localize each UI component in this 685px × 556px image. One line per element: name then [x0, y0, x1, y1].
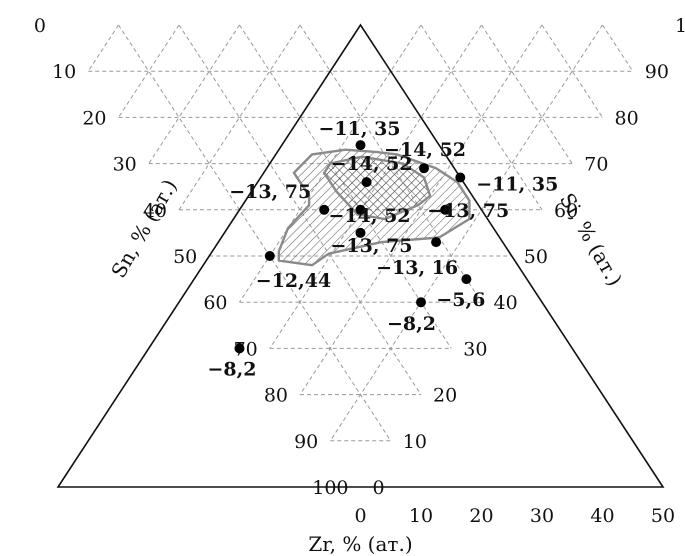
data-point-label: −14, 52 — [329, 205, 411, 227]
data-point-label: −5,6 — [436, 289, 485, 311]
data-point — [431, 237, 442, 248]
data-point-label: −11, 35 — [476, 174, 558, 196]
data-point — [455, 172, 466, 183]
right-axis-label: Si, % (ат.) — [555, 189, 627, 290]
right-tick-label: 70 — [584, 154, 608, 176]
right-tick-label: 100 — [675, 15, 685, 37]
right-tick-label: 60 — [554, 200, 578, 222]
data-point-label: −11, 35 — [319, 118, 401, 140]
data-points — [234, 140, 472, 354]
bottom-tick-label: 50 — [651, 505, 675, 527]
left-tick-label: 10 — [52, 61, 76, 83]
data-point — [264, 251, 275, 261]
bottom-tick-label: 40 — [590, 505, 614, 527]
left-tick-label: 50 — [173, 246, 197, 268]
bottom-tick-label: 30 — [530, 505, 554, 527]
left-tick-label: 40 — [143, 200, 167, 222]
data-point-label: −13, 75 — [331, 235, 413, 257]
right-tick-label: 90 — [645, 61, 669, 83]
grid-line-zr-80 — [541, 24, 603, 118]
data-point-label: −8,2 — [208, 358, 257, 380]
data-point-label: −13, 75 — [229, 181, 311, 203]
left-axis-label: Sn, % (ат.) — [106, 175, 182, 282]
hatched-regions — [277, 148, 471, 267]
bottom-tick-label: 20 — [469, 505, 493, 527]
data-point — [361, 177, 372, 188]
grid-line-si-90 — [87, 24, 119, 72]
right-tick-label: 50 — [524, 246, 548, 268]
data-point — [355, 227, 366, 238]
cross-hatched-region-2 — [323, 155, 432, 221]
left-tick-label: 80 — [264, 385, 288, 407]
data-point-labels: −11, 35−14, 52−14, 52−14, 52−13, 75−13, … — [208, 118, 559, 380]
left-tick-label: 20 — [82, 107, 106, 129]
right-tick-label: 80 — [615, 107, 639, 129]
grid-line-si-80 — [118, 24, 180, 118]
data-point — [319, 204, 330, 215]
right-tick-label: 10 — [403, 431, 427, 453]
left-tick-label: 60 — [203, 292, 227, 314]
right-tick-label: 30 — [463, 338, 487, 360]
data-point — [355, 140, 366, 151]
bottom-axis-label: Zr, % (ат.) — [308, 532, 412, 556]
data-point-label: −13, 75 — [427, 200, 509, 222]
data-point — [234, 343, 245, 354]
data-point — [355, 204, 366, 215]
left-tick-label: 30 — [113, 154, 137, 176]
data-point-label: −14, 52 — [331, 153, 413, 175]
grid-line-zr-30 — [239, 24, 452, 349]
right-tick-label: 40 — [494, 292, 518, 314]
bottom-tick-label: 10 — [409, 505, 433, 527]
right-tick-label: 0 — [373, 477, 385, 499]
grid-line-zr-60 — [420, 24, 543, 211]
left-tick-label: 0 — [34, 15, 46, 37]
left-tick-label: 90 — [294, 431, 318, 453]
data-point — [419, 163, 429, 174]
data-point — [461, 274, 472, 285]
grid-line-si-70 — [148, 24, 240, 164]
data-point-label: −8,2 — [387, 313, 436, 335]
data-point-label: −14, 52 — [384, 139, 466, 161]
grid-line-zr-70 — [481, 24, 573, 164]
grid-line-si-30 — [269, 24, 482, 349]
bottom-tick-label: 0 — [354, 505, 366, 527]
data-point-label: −12,44 — [256, 270, 331, 292]
right-tick-label: 20 — [433, 385, 457, 407]
grid-line-zr-10 — [118, 24, 392, 442]
grid-line-si-10 — [329, 24, 603, 442]
grid-line-zr-90 — [602, 24, 634, 72]
grid-line-si-60 — [178, 24, 301, 211]
data-point-label: −13, 16 — [376, 257, 458, 279]
triangle-frame — [56, 23, 665, 488]
data-point — [440, 204, 451, 215]
data-point — [416, 297, 426, 308]
tick-labels: 0102030405060708090100010203040506070809… — [34, 15, 685, 527]
left-tick-label: 100 — [312, 477, 348, 499]
